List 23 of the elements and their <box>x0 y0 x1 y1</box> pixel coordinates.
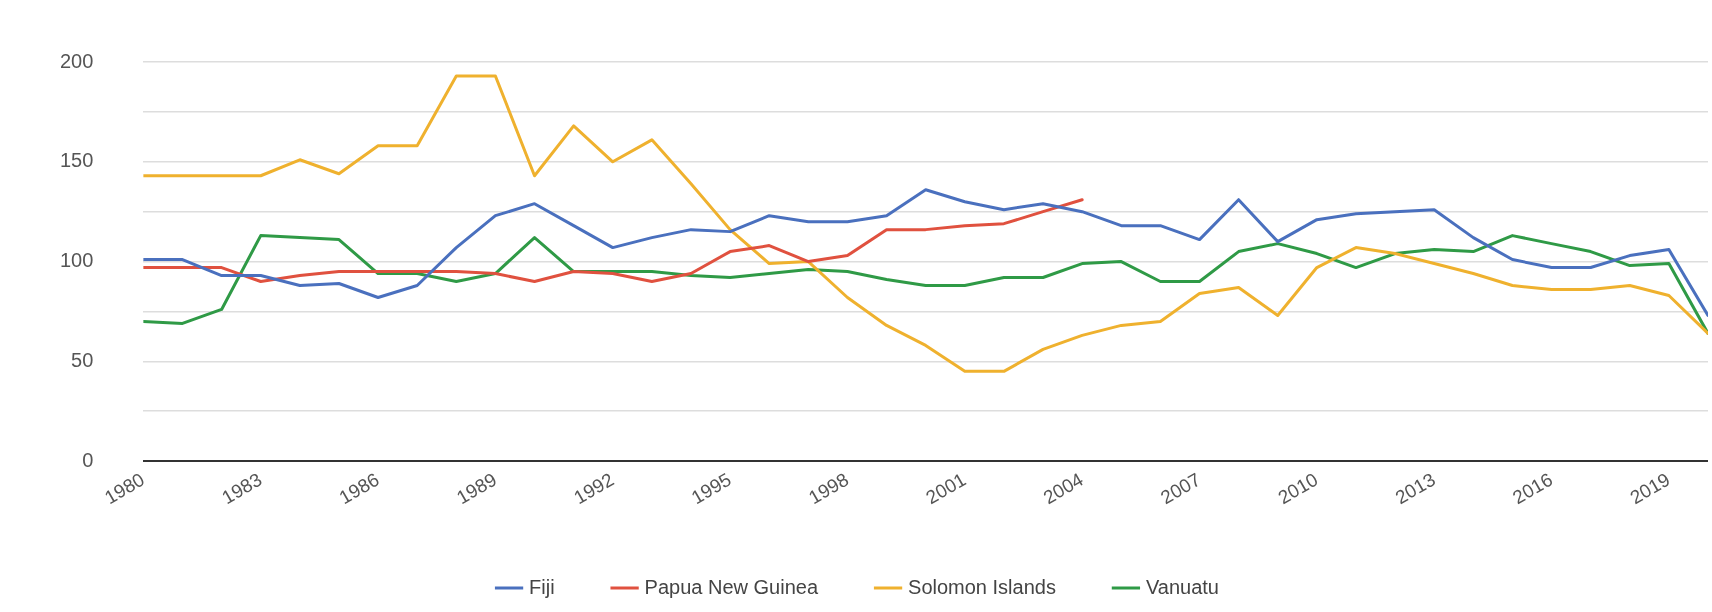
y-tick-label: 50 <box>71 348 94 371</box>
x-tick-label: 1983 <box>218 468 266 509</box>
x-tick-label: 1980 <box>100 468 148 509</box>
y-tick-label: 100 <box>59 249 94 272</box>
x-tick-label: 1989 <box>452 468 501 509</box>
y-tick-label: 0 <box>82 448 94 471</box>
x-tick-label: 2013 <box>1391 468 1439 509</box>
x-tick-label: 1995 <box>687 468 735 509</box>
x-tick-label: 2004 <box>1039 468 1087 509</box>
x-tick-label: 1992 <box>570 468 618 509</box>
legend-label: Papua New Guinea <box>644 575 819 598</box>
x-tick-label: 2010 <box>1274 468 1322 509</box>
x-tick-label: 2007 <box>1157 468 1205 509</box>
x-tick-label: 1998 <box>804 468 853 509</box>
x-tick-label: 2001 <box>922 468 970 509</box>
x-tick-label: 2019 <box>1626 468 1674 509</box>
legend-label: Solomon Islands <box>908 575 1056 598</box>
x-tick-label: 1986 <box>335 468 383 509</box>
x-tick-label: 2016 <box>1509 468 1557 509</box>
y-tick-label: 150 <box>59 149 94 172</box>
legend-label: Vanuatu <box>1145 575 1219 598</box>
y-tick-label: 200 <box>59 49 94 72</box>
legend-label: Fiji <box>529 575 555 598</box>
